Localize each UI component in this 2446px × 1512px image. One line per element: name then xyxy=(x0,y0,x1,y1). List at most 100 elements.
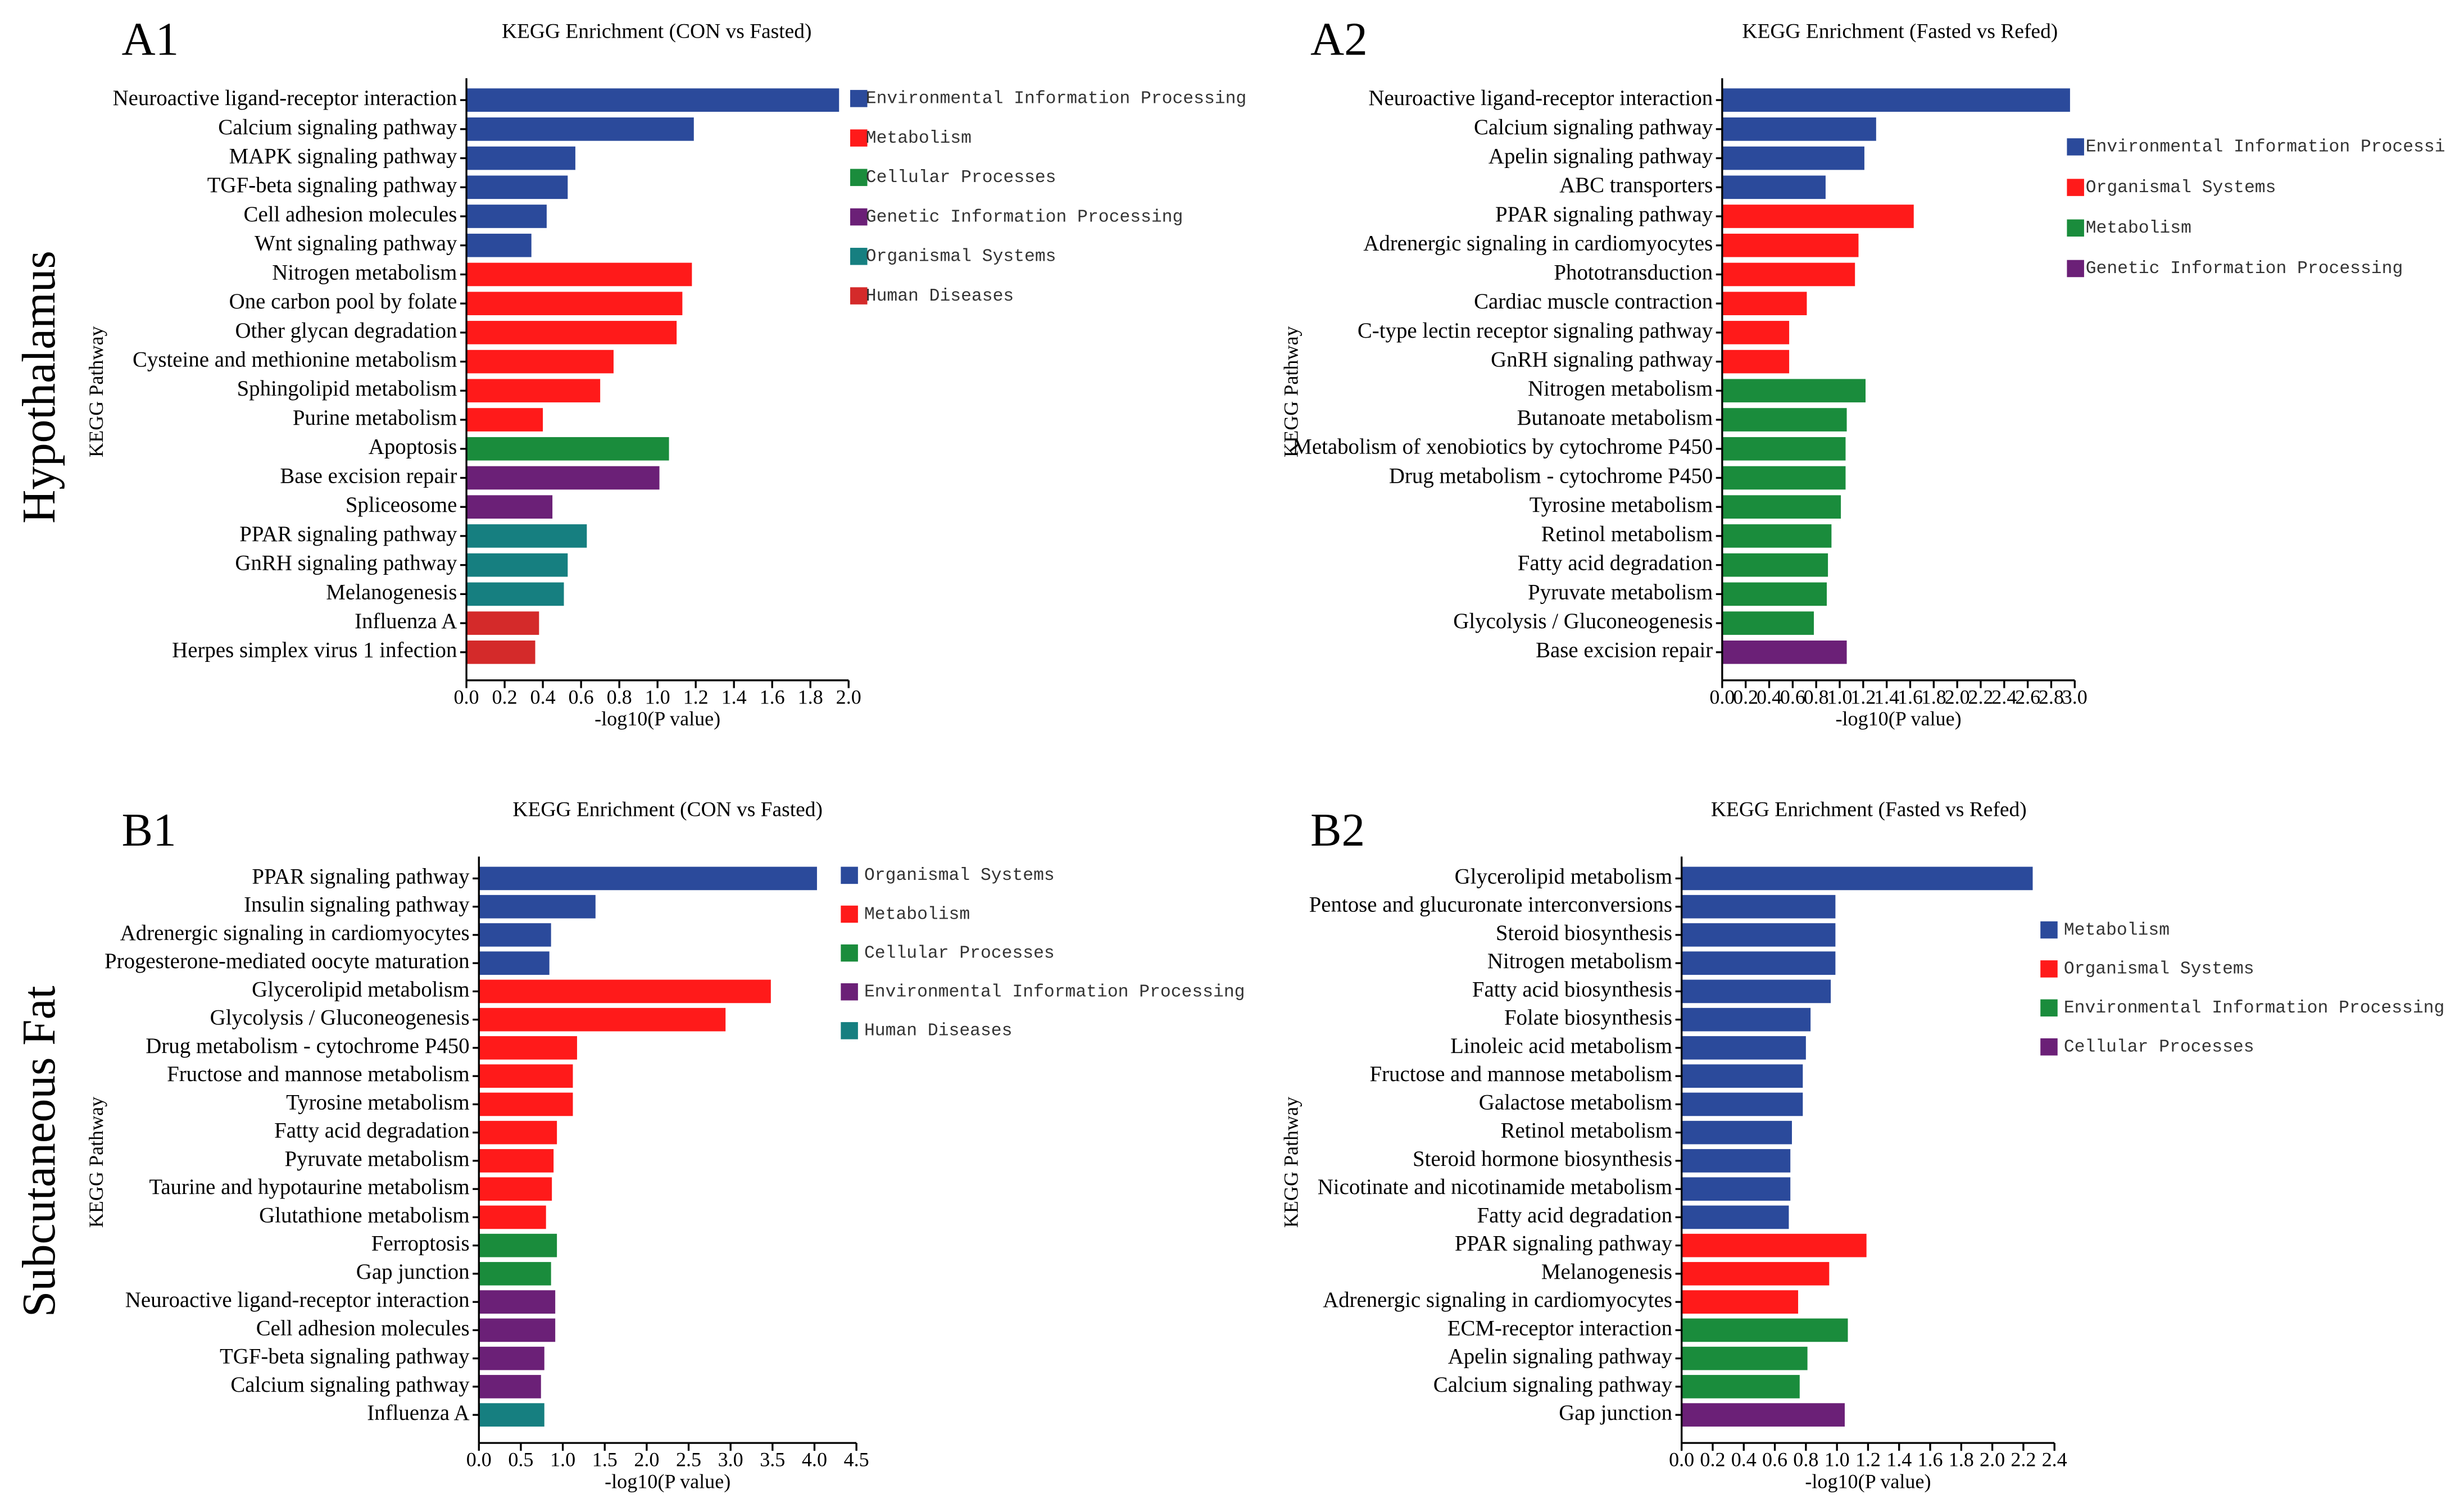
x-tick-label: 1.4 xyxy=(721,685,747,708)
category-label: Glycolysis / Gluconeogenesis xyxy=(1453,609,1713,633)
category-label: Steroid biosynthesis xyxy=(1496,921,1672,945)
category-label: Linoleic acid metabolism xyxy=(1450,1034,1672,1058)
bar xyxy=(479,895,596,919)
bar xyxy=(1681,1092,1803,1116)
legend-label: Metabolism xyxy=(866,129,972,148)
bar xyxy=(1681,1064,1803,1088)
bar xyxy=(479,1036,577,1060)
legend-swatch xyxy=(2067,260,2084,278)
category-label: Herpes simplex virus 1 infection xyxy=(172,638,457,662)
category-label: Apoptosis xyxy=(369,435,457,459)
category-label: Galactose metabolism xyxy=(1479,1090,1672,1114)
legend-swatch xyxy=(2067,138,2084,156)
y-axis-label: KEGG Pathway xyxy=(1280,1097,1303,1228)
category-label: Fatty acid biosynthesis xyxy=(1472,977,1672,1001)
category-label: Wnt signaling pathway xyxy=(255,231,457,256)
legend-label: Organismal Systems xyxy=(2064,960,2254,979)
legend-swatch xyxy=(2040,921,2058,939)
category-label: Apelin signaling pathway xyxy=(1489,144,1713,168)
bar xyxy=(479,1149,554,1173)
category-label: Fructose and mannose metabolism xyxy=(167,1062,470,1086)
legend-swatch xyxy=(841,1022,858,1039)
bar xyxy=(479,866,817,891)
bar xyxy=(479,1262,551,1286)
bar xyxy=(466,349,614,374)
category-label: Cysteine and methionine metabolism xyxy=(133,348,457,372)
category-label: Folate biosynthesis xyxy=(1504,1006,1672,1030)
legend-swatch xyxy=(850,169,868,187)
category-label: Nitrogen metabolism xyxy=(272,260,457,284)
x-tick-label: 0.6 xyxy=(569,685,594,708)
category-label: Retinol metabolism xyxy=(1501,1119,1672,1143)
bar xyxy=(1722,262,1855,287)
bar xyxy=(466,321,677,344)
category-label: Glycerolipid metabolism xyxy=(252,977,469,1001)
bar xyxy=(1722,321,1790,344)
legend-label: Environmental Information Processing xyxy=(2064,998,2444,1018)
category-label: Pentose and glucuronate interconversions xyxy=(1309,893,1672,917)
legend-label: Genetic Information Processing xyxy=(866,207,1183,227)
category-label: Insulin signaling pathway xyxy=(244,893,470,917)
legend-label: Cellular Processes xyxy=(2064,1038,2254,1057)
legend-swatch xyxy=(841,905,858,923)
x-axis-label: -log10(P value) xyxy=(595,707,720,730)
x-tick-label: 3.0 xyxy=(718,1449,743,1471)
panel-label: A2 xyxy=(1310,13,1368,65)
bar xyxy=(1722,466,1846,490)
bar xyxy=(466,379,601,403)
bar xyxy=(466,640,536,664)
legend-swatch xyxy=(2067,219,2084,237)
bar xyxy=(479,1120,557,1145)
bar xyxy=(1681,895,1836,919)
bar xyxy=(1681,1233,1867,1257)
bar xyxy=(1722,205,1914,228)
x-tick-label: 0.4 xyxy=(530,685,556,708)
x-tick-label: 0.0 xyxy=(454,685,479,708)
x-tick-label: 2.2 xyxy=(1968,685,1993,708)
category-label: Adrenergic signaling in cardiomyocytes xyxy=(120,921,470,945)
x-tick-label: 1.0 xyxy=(1825,1449,1850,1471)
x-tick-label: 3.5 xyxy=(760,1449,785,1471)
category-label: Base excision repair xyxy=(1536,638,1713,662)
category-label: PPAR signaling pathway xyxy=(1495,202,1713,226)
bar xyxy=(1681,1375,1800,1399)
y-axis-label: KEGG Pathway xyxy=(85,326,107,457)
legend-label: Human Diseases xyxy=(864,1021,1012,1041)
x-tick-label: 1.2 xyxy=(1850,685,1876,708)
legend-swatch xyxy=(850,90,868,107)
category-label: MAPK signaling pathway xyxy=(229,144,457,168)
legend-swatch xyxy=(2067,179,2084,196)
category-label: Fatty acid degradation xyxy=(274,1119,469,1143)
x-tick-label: 2.2 xyxy=(2011,1449,2036,1471)
x-tick-label: 1.0 xyxy=(550,1449,575,1471)
category-label: One carbon pool by folate xyxy=(229,289,457,314)
x-tick-label: 0.0 xyxy=(1669,1449,1694,1471)
legend-swatch xyxy=(850,248,868,265)
category-label: Retinol metabolism xyxy=(1541,522,1713,546)
category-label: TGF-beta signaling pathway xyxy=(207,173,457,197)
legend-label: Metabolism xyxy=(864,905,970,924)
x-tick-label: 0.2 xyxy=(1733,685,1758,708)
category-label: Melanogenesis xyxy=(326,580,457,604)
category-label: Calcium signaling pathway xyxy=(230,1373,470,1397)
category-label: Drug metabolism - cytochrome P450 xyxy=(146,1034,469,1058)
legend-swatch xyxy=(2040,999,2058,1017)
bar xyxy=(479,1403,544,1427)
category-label: GnRH signaling pathway xyxy=(1491,348,1713,372)
bar xyxy=(479,1092,573,1116)
legend-label: Metabolism xyxy=(2086,219,2191,238)
bar xyxy=(479,1205,546,1229)
bar xyxy=(466,205,547,228)
bar xyxy=(1681,1403,1845,1427)
category-label: Calcium signaling pathway xyxy=(1433,1373,1673,1397)
x-tick-label: 1.6 xyxy=(1898,685,1923,708)
x-tick-label: 2.0 xyxy=(836,685,861,708)
x-tick-label: 0.5 xyxy=(508,1449,533,1471)
category-label: TGF-beta signaling pathway xyxy=(220,1345,470,1369)
x-tick-label: 0.0 xyxy=(466,1449,492,1471)
bar xyxy=(1722,117,1876,141)
category-label: Calcium signaling pathway xyxy=(218,115,457,139)
category-label: Drug metabolism - cytochrome P450 xyxy=(1389,464,1713,488)
x-tick-label: 1.8 xyxy=(1949,1449,1974,1471)
